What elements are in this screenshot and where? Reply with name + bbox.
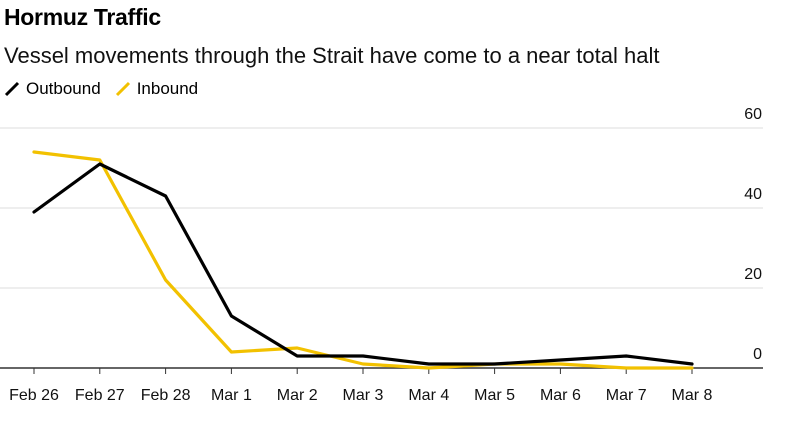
x-tick-label: Mar 8 (672, 387, 713, 404)
legend: Outbound Inbound (4, 79, 212, 99)
x-tick-label: Feb 28 (141, 387, 191, 404)
x-tick-label: Feb 27 (75, 387, 125, 404)
gridlines (0, 127, 763, 369)
x-axis-ticks: Feb 26 Feb 27 Feb 28 Mar 1 Mar 2 Mar 3 Mar 4 Ma… (9, 368, 713, 404)
x-tick-label: Mar 1 (211, 387, 252, 404)
legend-label-inbound: Inbound (136, 79, 199, 98)
legend-swatch-outbound (4, 81, 20, 97)
legend-item-inbound: Inbound (115, 79, 198, 99)
x-tick-label: Feb 26 (9, 387, 59, 404)
x-tick-label: Mar 7 (606, 387, 647, 404)
y-axis-ticks: 0 20 40 60 (744, 106, 762, 363)
legend-swatch-inbound (115, 81, 130, 97)
x-tick-label: Mar 3 (343, 387, 384, 404)
y-tick-label: 0 (753, 346, 762, 363)
legend-item-outbound: Outbound (4, 79, 101, 99)
y-tick-label: 60 (744, 106, 762, 123)
chart-subtitle: Vessel movements through the Strait have… (4, 43, 660, 68)
y-tick-label: 40 (744, 186, 762, 203)
y-tick-label: 20 (744, 266, 762, 283)
x-tick-label: Mar 2 (277, 387, 318, 404)
x-tick-label: Mar 6 (540, 387, 581, 404)
series-line-inbound (32, 150, 694, 370)
x-tick-label: Mar 5 (474, 387, 515, 404)
series-lines (32, 150, 694, 370)
series-line-outbound (32, 162, 694, 366)
legend-label-outbound: Outbound (26, 79, 101, 98)
chart-title: Hormuz Traffic (4, 4, 161, 30)
x-tick-label: Mar 4 (408, 387, 449, 404)
